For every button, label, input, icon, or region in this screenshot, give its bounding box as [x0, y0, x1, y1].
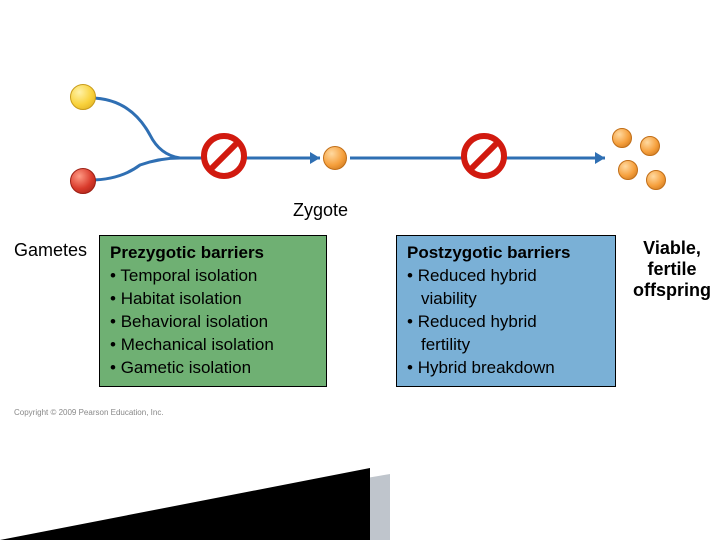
list-item: • Habitat isolation: [110, 288, 316, 311]
list-item: • Reduced hybrid: [407, 311, 605, 334]
list-item: • Behavioral isolation: [110, 311, 316, 334]
offspring-label-line: offspring: [630, 280, 714, 301]
flow-lines: [20, 80, 700, 220]
prezygotic-box: Prezygotic barriers • Temporal isolation…: [99, 235, 327, 387]
list-item: • Mechanical isolation: [110, 334, 316, 357]
offspring-label: Viable, fertile offspring: [630, 238, 714, 301]
gamete-red-icon: [70, 168, 96, 194]
offspring-icon: [640, 136, 660, 156]
list-item: • Reduced hybrid: [407, 265, 605, 288]
zygote-label: Zygote: [293, 200, 348, 221]
gamete-yellow-icon: [70, 84, 96, 110]
zygote-icon: [323, 146, 347, 170]
list-item: • Temporal isolation: [110, 265, 316, 288]
no-sign-prezygotic-icon: [200, 132, 248, 180]
reproductive-barrier-diagram: [20, 80, 700, 220]
list-item: • Hybrid breakdown: [407, 357, 605, 380]
list-item: viability: [407, 288, 605, 311]
offspring-icon: [618, 160, 638, 180]
prezygotic-title: Prezygotic barriers: [110, 242, 316, 265]
no-sign-postzygotic-icon: [460, 132, 508, 180]
list-item: • Gametic isolation: [110, 357, 316, 380]
list-item: fertility: [407, 334, 605, 357]
offspring-icon: [612, 128, 632, 148]
gametes-label: Gametes: [14, 240, 87, 261]
postzygotic-title: Postzygotic barriers: [407, 242, 605, 265]
offspring-icon: [646, 170, 666, 190]
decorative-triangle: [0, 468, 370, 540]
postzygotic-box: Postzygotic barriers • Reduced hybrid vi…: [396, 235, 616, 387]
offspring-label-line: Viable,: [630, 238, 714, 259]
offspring-label-line: fertile: [630, 259, 714, 280]
copyright-text: Copyright © 2009 Pearson Education, Inc.: [14, 408, 164, 417]
